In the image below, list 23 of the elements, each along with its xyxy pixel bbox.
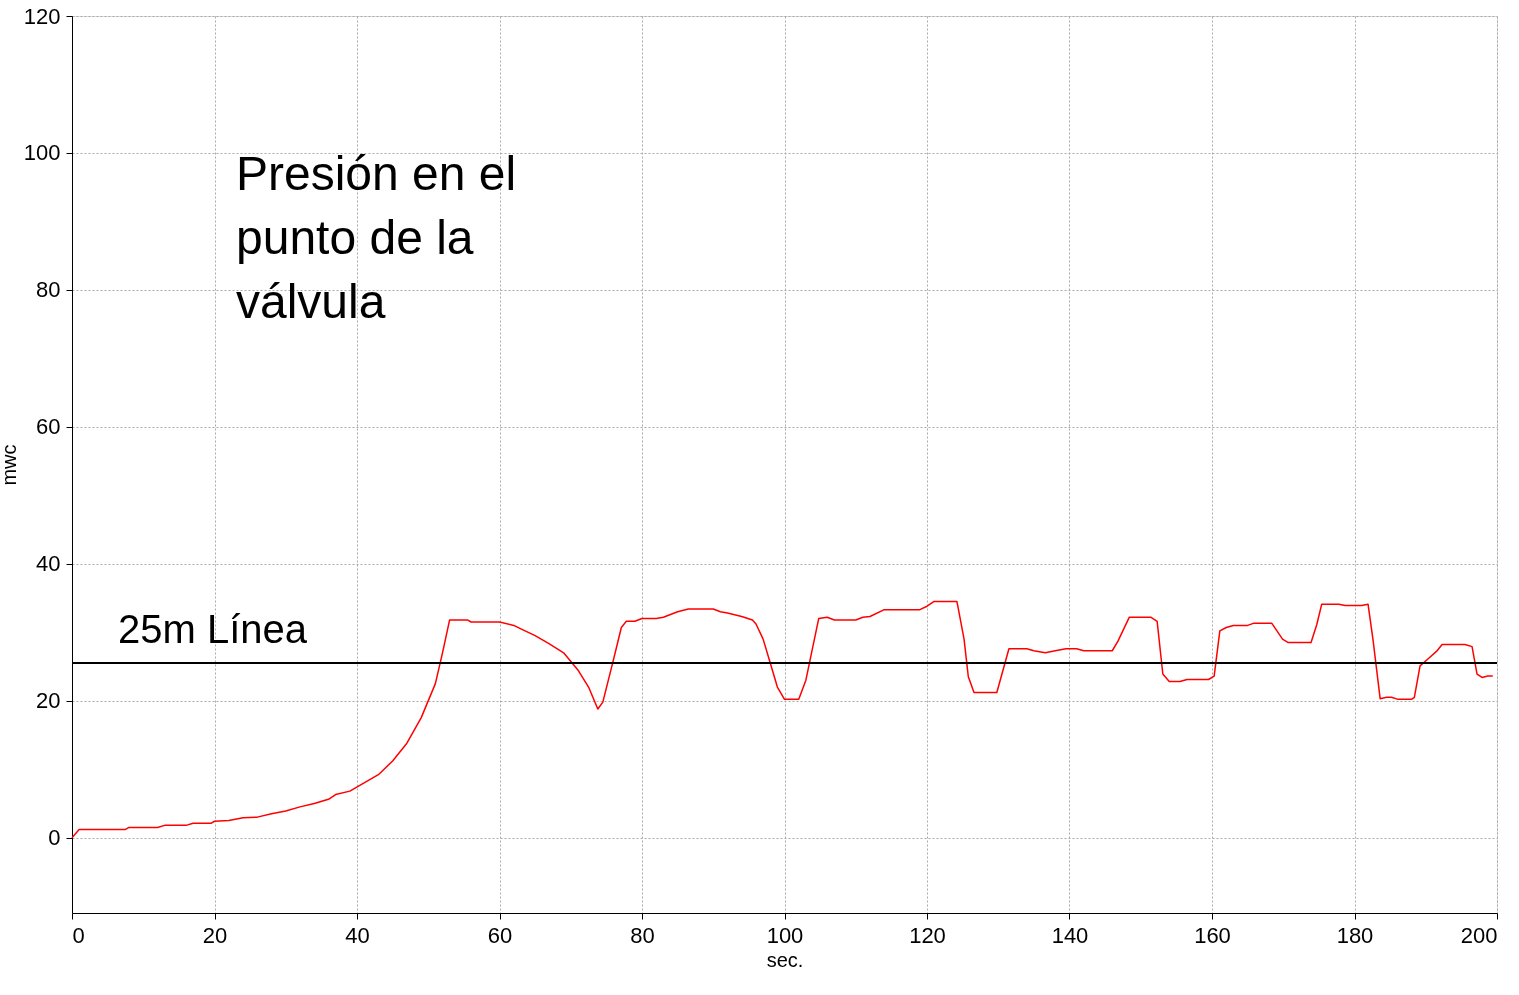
ref-line-label: 25m Línea [118, 607, 308, 652]
y-tick-label: 120 [23, 3, 61, 29]
line-series [71, 600, 1494, 839]
x-tick-label: 120 [909, 922, 946, 948]
x-tick-label: 60 [487, 922, 513, 948]
y-axis-title: mwc [0, 444, 20, 486]
x-tick-label: 140 [1051, 922, 1089, 948]
x-tick-label: 20 [202, 922, 228, 948]
x-tick-label: 0 [72, 922, 85, 948]
annotation: Presión en el punto de la válvula [236, 147, 517, 328]
y-tick-label: 0 [48, 825, 61, 851]
y-tick-label: 100 [23, 140, 61, 166]
x-tick-label: 100 [766, 922, 804, 948]
y-tick-label: 40 [36, 551, 61, 577]
y-tick-label: 80 [36, 277, 61, 303]
x-tick-label: 180 [1336, 922, 1374, 948]
x-tick-label: 200 [1460, 922, 1498, 948]
x-tick-label: 160 [1194, 922, 1231, 948]
x-tick-label: 80 [630, 922, 655, 948]
x-tick-label: 40 [345, 922, 370, 948]
y-tick-label: 20 [36, 688, 61, 714]
y-tick-label: 60 [36, 414, 61, 440]
x-axis-title: sec. [766, 948, 804, 971]
